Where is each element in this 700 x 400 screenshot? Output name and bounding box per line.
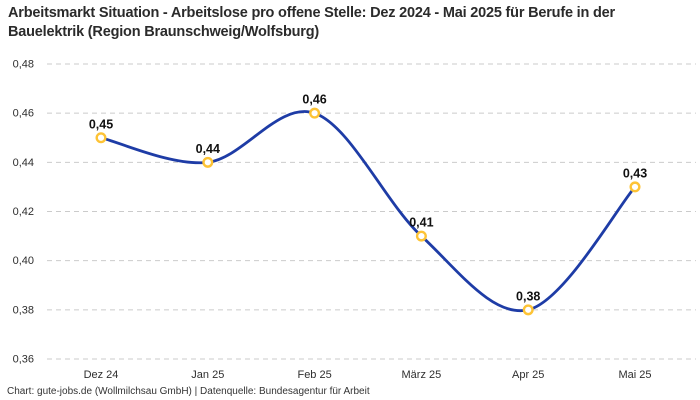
- data-point-label: 0,45: [89, 117, 113, 131]
- data-point-label: 0,41: [409, 216, 433, 230]
- data-point-label: 0,43: [623, 166, 647, 180]
- chart-title: Arbeitsmarkt Situation - Arbeitslose pro…: [8, 5, 615, 41]
- y-tick-label: 0,48: [13, 59, 34, 71]
- y-tick-label: 0,36: [13, 354, 34, 366]
- y-tick-label: 0,38: [13, 304, 34, 316]
- y-tick-label: 0,46: [13, 108, 34, 120]
- x-tick-label: Mai 25: [618, 369, 651, 381]
- data-point-marker: [415, 230, 427, 242]
- y-tick-label: 0,40: [13, 255, 34, 267]
- data-point-marker: [522, 304, 534, 316]
- data-point-label: 0,46: [302, 93, 326, 107]
- chart-attribution: Chart: gute-jobs.de (Wollmilchsau GmbH) …: [7, 386, 370, 397]
- data-point-marker: [202, 156, 214, 168]
- x-tick-label: März 25: [402, 369, 442, 381]
- y-tick-label: 0,42: [13, 206, 34, 218]
- x-tick-label: Dez 24: [84, 369, 119, 381]
- y-tick-label: 0,44: [13, 157, 34, 169]
- x-tick-label: Feb 25: [297, 369, 331, 381]
- data-point-marker: [95, 132, 107, 144]
- data-point-marker: [309, 107, 321, 119]
- x-tick-label: Apr 25: [512, 369, 544, 381]
- x-tick-label: Jan 25: [191, 369, 224, 381]
- data-point-label: 0,38: [516, 289, 540, 303]
- data-point-marker: [629, 181, 641, 193]
- data-point-label: 0,44: [196, 142, 220, 156]
